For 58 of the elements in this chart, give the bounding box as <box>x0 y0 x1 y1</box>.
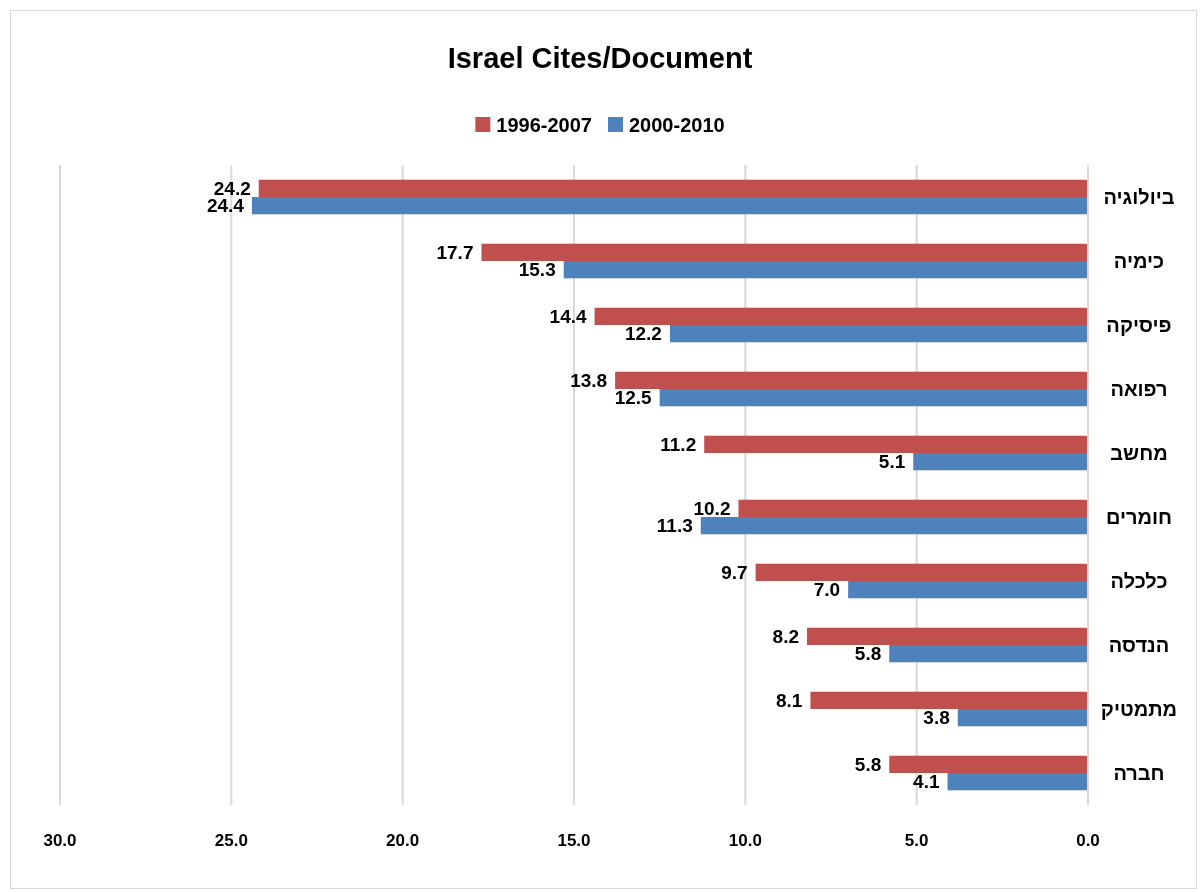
x-tick-label: 30.0 <box>43 831 77 850</box>
y-tick-label: הנדסה <box>1108 634 1170 656</box>
data-label: 5.8 <box>854 753 882 775</box>
bar <box>889 755 1088 773</box>
bar <box>755 563 1088 581</box>
x-tick-label: 10.0 <box>728 831 762 850</box>
data-label: 8.1 <box>776 689 803 711</box>
data-label: 9.7 <box>721 561 748 583</box>
data-label: 17.7 <box>436 241 474 263</box>
data-label: 11.3 <box>656 515 693 537</box>
y-tick-label: כימיה <box>1113 250 1165 272</box>
bar <box>615 371 1088 389</box>
bar <box>738 499 1088 517</box>
bar <box>810 691 1088 709</box>
bar <box>669 325 1088 343</box>
y-tick-label: ביולוגיה <box>1103 186 1175 208</box>
data-label: 13.8 <box>570 369 608 391</box>
bar <box>889 645 1088 663</box>
bar <box>594 307 1088 325</box>
bar <box>659 389 1088 407</box>
bar <box>258 179 1088 197</box>
bar <box>700 517 1088 535</box>
data-label: 10.2 <box>693 497 731 519</box>
y-tick-label: רפואה <box>1110 378 1168 400</box>
bar <box>947 773 1088 791</box>
bar <box>913 453 1088 471</box>
data-label: 7.0 <box>813 579 841 601</box>
y-tick-label: חברה <box>1113 762 1165 784</box>
y-tick-label: מחשב <box>1110 442 1168 464</box>
y-tick-label: חומרים <box>1105 506 1173 528</box>
data-label: 5.8 <box>854 643 882 665</box>
data-label: 15.3 <box>518 259 556 281</box>
data-label: 3.8 <box>923 707 950 729</box>
x-tick-label: 20.0 <box>386 831 420 850</box>
bar <box>251 197 1088 215</box>
bar <box>704 435 1088 453</box>
bar <box>807 627 1088 645</box>
data-label: 8.2 <box>772 625 800 647</box>
bar <box>848 581 1088 599</box>
data-label: 12.5 <box>614 387 653 409</box>
x-tick-label: 0.0 <box>1076 831 1100 850</box>
x-tick-label: 5.0 <box>904 831 929 850</box>
data-label: 12.2 <box>624 323 662 345</box>
bar <box>957 709 1088 727</box>
data-label: 5.1 <box>878 451 906 473</box>
y-tick-label: כלכלה <box>1110 570 1168 592</box>
chart-title: Israel Cites/Document <box>447 42 753 74</box>
data-label: 14.4 <box>549 305 587 327</box>
legend-label: 1996-2007 <box>496 114 592 136</box>
y-tick-label: פיסיקה <box>1106 314 1172 336</box>
bar <box>481 243 1088 261</box>
legend-label: 2000-2010 <box>629 114 725 136</box>
data-label: 11.2 <box>660 433 697 455</box>
bar <box>563 261 1088 279</box>
y-tick-label: מתמטיק <box>1100 698 1178 720</box>
data-label: 4.1 <box>913 771 940 793</box>
x-tick-label: 25.0 <box>214 831 248 850</box>
x-tick-label: 15.0 <box>557 831 591 850</box>
